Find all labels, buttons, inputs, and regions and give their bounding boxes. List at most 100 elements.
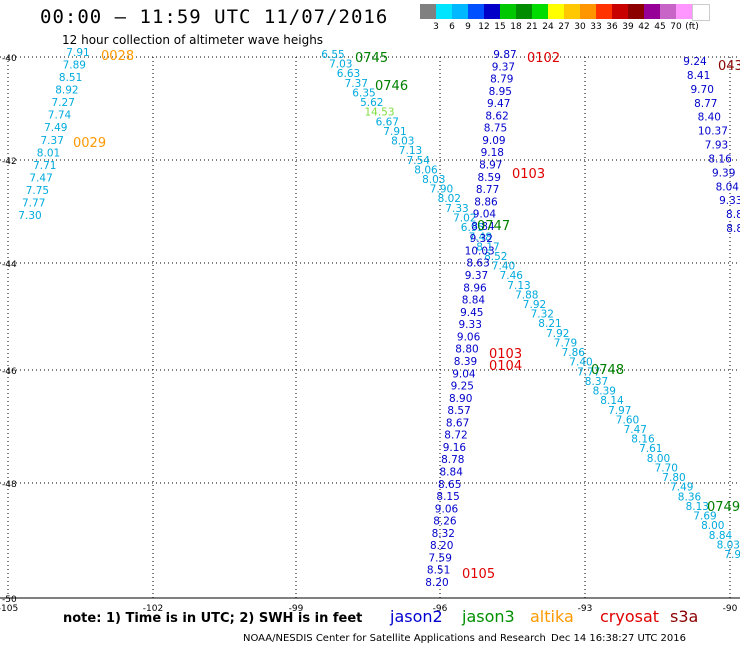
pass-time-label: 0028 (101, 49, 134, 64)
swh-value: 9.37 (465, 270, 488, 282)
scale-swatch (612, 4, 628, 19)
swh-value: 9.04 (452, 368, 476, 380)
swh-value: 14.53 (364, 107, 394, 119)
scale-label: 3 (433, 22, 439, 32)
scale-label: 42 (638, 22, 650, 32)
scale-swatch (532, 4, 548, 19)
track-values: 7.917.898.518.927.277.747.497.378.017.71… (18, 47, 740, 589)
scale-label: 6 (449, 22, 455, 32)
swh-value: 8.79 (490, 74, 513, 86)
lat-label: -46 (2, 367, 17, 377)
swh-value: 8.00 (701, 520, 724, 532)
swh-value: 9.09 (482, 135, 505, 147)
swh-value: 8.32 (432, 528, 455, 540)
legend-altika: altika (530, 607, 574, 626)
swh-value: 9.25 (451, 381, 474, 393)
scale-swatch (692, 4, 710, 21)
swh-value: 8.00 (647, 453, 670, 465)
swh-value: 8.65 (438, 479, 461, 491)
swh-value: 7.13 (507, 280, 530, 292)
swh-value: 7.88 (515, 289, 538, 301)
swh-value: 8.84 (440, 467, 464, 479)
swh-value: 7.69 (693, 511, 716, 523)
time-labels: 0028 0029 0745 0746 0747 0748 0749 0102 0103 0103… (73, 49, 740, 582)
scale-swatch (676, 4, 692, 19)
legend-s3a: s3a (670, 607, 699, 626)
lat-label: -44 (2, 260, 17, 270)
swh-value: 8.97 (479, 160, 502, 172)
legend-jason2: jason2 (390, 607, 443, 626)
swh-value: 9.04 (473, 209, 497, 221)
scale-label: 36 (606, 22, 618, 32)
pass-time-label: 0746 (375, 79, 408, 94)
swh-value: 8.78 (441, 454, 464, 466)
swh-value: 8.15 (436, 491, 459, 503)
swh-value: 7.70 (655, 463, 678, 475)
scale-label: 24 (542, 22, 554, 32)
swh-value: 8.51 (427, 565, 450, 577)
swh-value: 8.52 (484, 251, 507, 263)
scale-label: 45 (654, 22, 666, 32)
lon-label: -102 (143, 604, 163, 614)
swh-value: 8.72 (444, 430, 467, 442)
pass-time-label: 0105 (462, 567, 495, 582)
swh-value: 8.21 (538, 318, 561, 330)
swh-value: 7.71 (33, 160, 56, 172)
swh-value: 7.46 (500, 270, 524, 282)
swh-value: 9.24 (683, 56, 707, 68)
swh-value: 7.79 (554, 338, 577, 350)
legend-cryosat: cryosat (600, 607, 660, 626)
scale-swatch (436, 4, 452, 19)
swh-value: 7.59 (429, 552, 452, 564)
map-frame: -40 -42 -44 -46 -48 -50-105 -102 -99 -96 -93 -90 (0, 54, 740, 614)
swh-value: 7.86 (562, 347, 586, 359)
swh-value: 9.32 (470, 233, 493, 245)
swh-value: 8.57 (447, 405, 470, 417)
scale-swatch (580, 4, 596, 19)
swh-value: 7.77 (577, 366, 600, 378)
swh-value: 7.33 (445, 203, 468, 215)
swh-value: 8.14 (600, 395, 624, 407)
swh-value: 8.67 (446, 417, 469, 429)
note-text: note: 1) Time is in UTC; 2) SWH is in fe… (63, 611, 363, 626)
swh-value: 7.13 (399, 145, 422, 157)
swh-value: 8.77 (694, 98, 717, 110)
swh-value: 7.40 (569, 357, 592, 369)
swh-value: 8.75 (484, 123, 507, 135)
swh-value: 7.27 (52, 97, 75, 109)
swh-value: 6.63 (337, 68, 360, 80)
swh-value: 7.97 (608, 405, 631, 417)
lon-label: -90 (723, 604, 738, 614)
swh-value: 8.51 (59, 72, 82, 84)
swh-value: 9.87 (493, 49, 516, 61)
scale-swatch (644, 4, 660, 19)
swh-value: 6.67 (376, 116, 399, 128)
swh-value: 8.90 (449, 393, 472, 405)
swh-value: 9.06 (435, 503, 459, 515)
pass-time-label: 0103 (512, 167, 545, 182)
swh-value: 8.16 (631, 434, 655, 446)
scale-label: 70 (670, 22, 682, 32)
swh-value: 8.20 (430, 540, 453, 552)
swh-value: 8.96 (463, 282, 487, 294)
pass-time-label: 0747 (477, 219, 510, 234)
scale-label: 12 (478, 22, 490, 32)
swh-value: 10.37 (698, 126, 728, 138)
swh-value: 8.41 (687, 70, 710, 82)
swh-value: 8.63 (466, 258, 489, 270)
swh-value: 8.84 (709, 530, 733, 542)
swh-value: 9.45 (460, 307, 483, 319)
lon-label: -99 (289, 604, 304, 614)
credit-text: NOAA/NESDIS Center for Satellite Applica… (243, 633, 546, 644)
scale-swatch (516, 4, 532, 19)
swh-value: 7.37 (345, 78, 368, 90)
swh-value: 9.47 (487, 98, 510, 110)
swh-value: 7.02 (453, 213, 476, 225)
scale-swatch (468, 4, 484, 19)
swh-value: 7.49 (44, 122, 67, 134)
scale-swatch (548, 4, 564, 19)
scale-label: 27 (558, 22, 570, 32)
scale-swatch (660, 4, 676, 19)
swh-value: 6.35 (352, 88, 375, 100)
